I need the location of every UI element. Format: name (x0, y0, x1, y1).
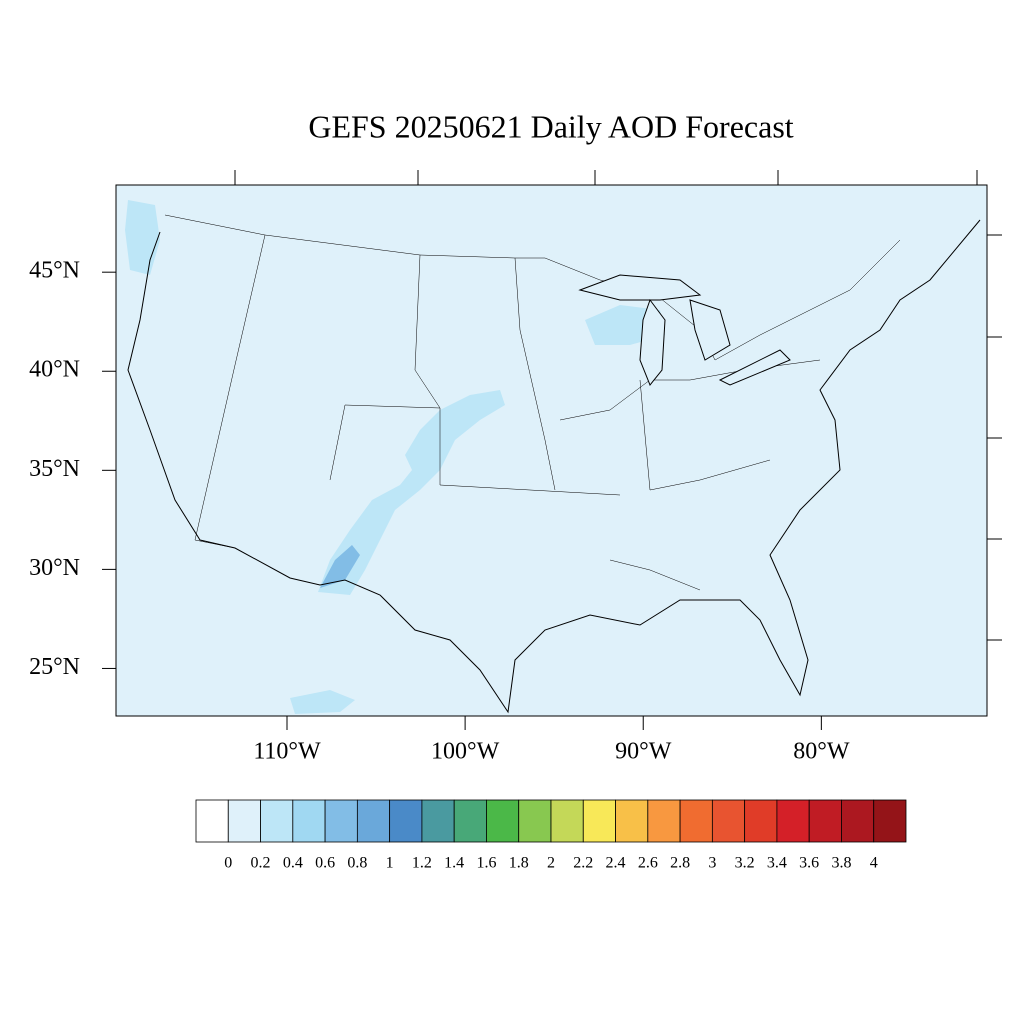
colorbar-box (582, 799, 616, 843)
colorbar-label: 1.2 (412, 855, 432, 872)
x-tick-label: 80°W (793, 739, 850, 765)
map-content (125, 200, 981, 714)
plume (318, 390, 505, 595)
colorbar-label: 3.8 (831, 855, 851, 872)
colorbar-box (356, 799, 391, 843)
colorbar-label: 4 (870, 855, 878, 872)
y-tick-label: 30°N (29, 555, 80, 581)
colorbar-box (841, 799, 875, 843)
coastline (127, 219, 981, 714)
colorbar-box (195, 799, 229, 843)
colorbar-label: 3 (708, 855, 716, 872)
colorbar-box (421, 799, 455, 843)
plume (290, 690, 355, 714)
colorbar-label: 2.2 (573, 855, 593, 872)
colorbar-label: 1.4 (444, 855, 464, 872)
colorbar-box (647, 799, 681, 843)
colorbar-label: 1.6 (476, 855, 496, 872)
frame-ticks (234, 170, 1002, 641)
x-tick-label: 90°W (615, 739, 672, 765)
x-tick-label: 110°W (253, 739, 321, 765)
colorbar: 0 0.2 0.4 0.6 0.8 1 1.2 1.4 1.6 1.8 2 2.2 2.4 2.6 2.8 3… (195, 799, 907, 872)
colorbar-label: 0 (224, 855, 232, 872)
colorbar-box (550, 799, 584, 843)
colorbar-label: 1.8 (509, 855, 529, 872)
map-background (116, 185, 987, 716)
colorbar-box (389, 799, 423, 843)
colorbar-box (873, 799, 907, 843)
colorbar-box (453, 799, 487, 843)
colorbar-box (679, 799, 713, 843)
y-tick-label: 45°N (29, 258, 80, 284)
y-tick-label: 35°N (29, 456, 80, 482)
lake (578, 274, 791, 386)
plume-core (320, 545, 360, 588)
colorbar-box (776, 799, 810, 843)
y-tick-label: 40°N (29, 357, 80, 383)
colorbar-box (518, 799, 552, 843)
colorbar-label: 0.8 (347, 855, 367, 872)
colorbar-box (808, 799, 842, 843)
colorbar-label: 2.8 (670, 855, 690, 872)
colorbar-box (292, 799, 326, 843)
colorbar-box (260, 799, 294, 843)
colorbar-label: 2.4 (606, 855, 626, 872)
colorbar-box (615, 799, 649, 843)
colorbar-box (227, 799, 261, 843)
map-title: GEFS 20250621 Daily AOD Forecast (308, 108, 793, 144)
y-tick-label: 25°N (29, 654, 80, 680)
colorbar-label: 2 (547, 855, 555, 872)
colorbar-label: 1 (386, 855, 394, 872)
colorbar-label: 3.6 (799, 855, 819, 872)
map-frame (115, 184, 988, 717)
colorbar-box (744, 799, 778, 843)
colorbar-box (324, 799, 358, 843)
colorbar-box (486, 799, 520, 843)
colorbar-box (711, 799, 746, 843)
colorbar-label: 3.4 (767, 855, 787, 872)
colorbar-label: 3.2 (735, 855, 755, 872)
x-tick-label: 100°W (431, 739, 500, 765)
colorbar-label: 0.4 (283, 855, 303, 872)
colorbar-label: 2.6 (638, 855, 658, 872)
colorbar-label: 0.2 (251, 855, 271, 872)
colorbar-label: 0.6 (315, 855, 335, 872)
